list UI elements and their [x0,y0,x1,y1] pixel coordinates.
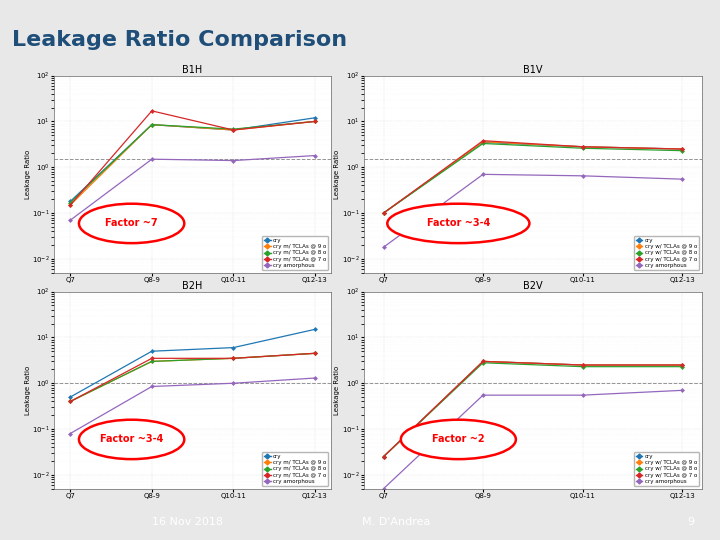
Title: B2V: B2V [523,281,543,291]
Title: B2H: B2H [182,281,203,291]
Text: Factor ~2: Factor ~2 [432,434,485,444]
Y-axis label: Leakage Ratio: Leakage Ratio [334,150,341,199]
Ellipse shape [79,420,184,459]
Legend: cry, cry w/ TCLAs @ 9 o, cry w/ TCLAs @ 8 o, cry w/ TCLAs @ 7 o, cry amorphous: cry, cry w/ TCLAs @ 9 o, cry w/ TCLAs @ … [634,452,699,486]
Text: 16 Nov 2018: 16 Nov 2018 [152,517,222,526]
Legend: cry, cry m/ TCLAs @ 9 o, cry m/ TCLAs @ 8 o, cry m/ TCLAs @ 7 o, cry amorphous: cry, cry m/ TCLAs @ 9 o, cry m/ TCLAs @ … [261,452,328,486]
Legend: cry, cry w/ TCLAs @ 9 o, cry w/ TCLAs @ 8 o, cry w/ TCLAs @ 7 o, cry amorphous: cry, cry w/ TCLAs @ 9 o, cry w/ TCLAs @ … [634,236,699,270]
Legend: cry, cry m/ TCLAs @ 9 o, cry m/ TCLAs @ 8 o, cry m/ TCLAs @ 7 o, cry amorphous: cry, cry m/ TCLAs @ 9 o, cry m/ TCLAs @ … [261,236,328,270]
Y-axis label: Leakage Ratio: Leakage Ratio [24,366,31,415]
Text: Factor ~7: Factor ~7 [105,218,158,228]
Text: Factor ~3-4: Factor ~3-4 [100,434,163,444]
Text: Leakage Ratio Comparison: Leakage Ratio Comparison [12,30,348,50]
Y-axis label: Leakage Ratio: Leakage Ratio [334,366,341,415]
Ellipse shape [387,204,529,243]
Ellipse shape [401,420,516,459]
Ellipse shape [79,204,184,243]
Y-axis label: Leakage Ratio: Leakage Ratio [24,150,31,199]
Title: B1H: B1H [182,65,203,75]
Text: M. D'Andrea: M. D'Andrea [362,517,430,526]
Text: 9: 9 [688,517,695,526]
Title: B1V: B1V [523,65,543,75]
Text: Factor ~3-4: Factor ~3-4 [427,218,490,228]
